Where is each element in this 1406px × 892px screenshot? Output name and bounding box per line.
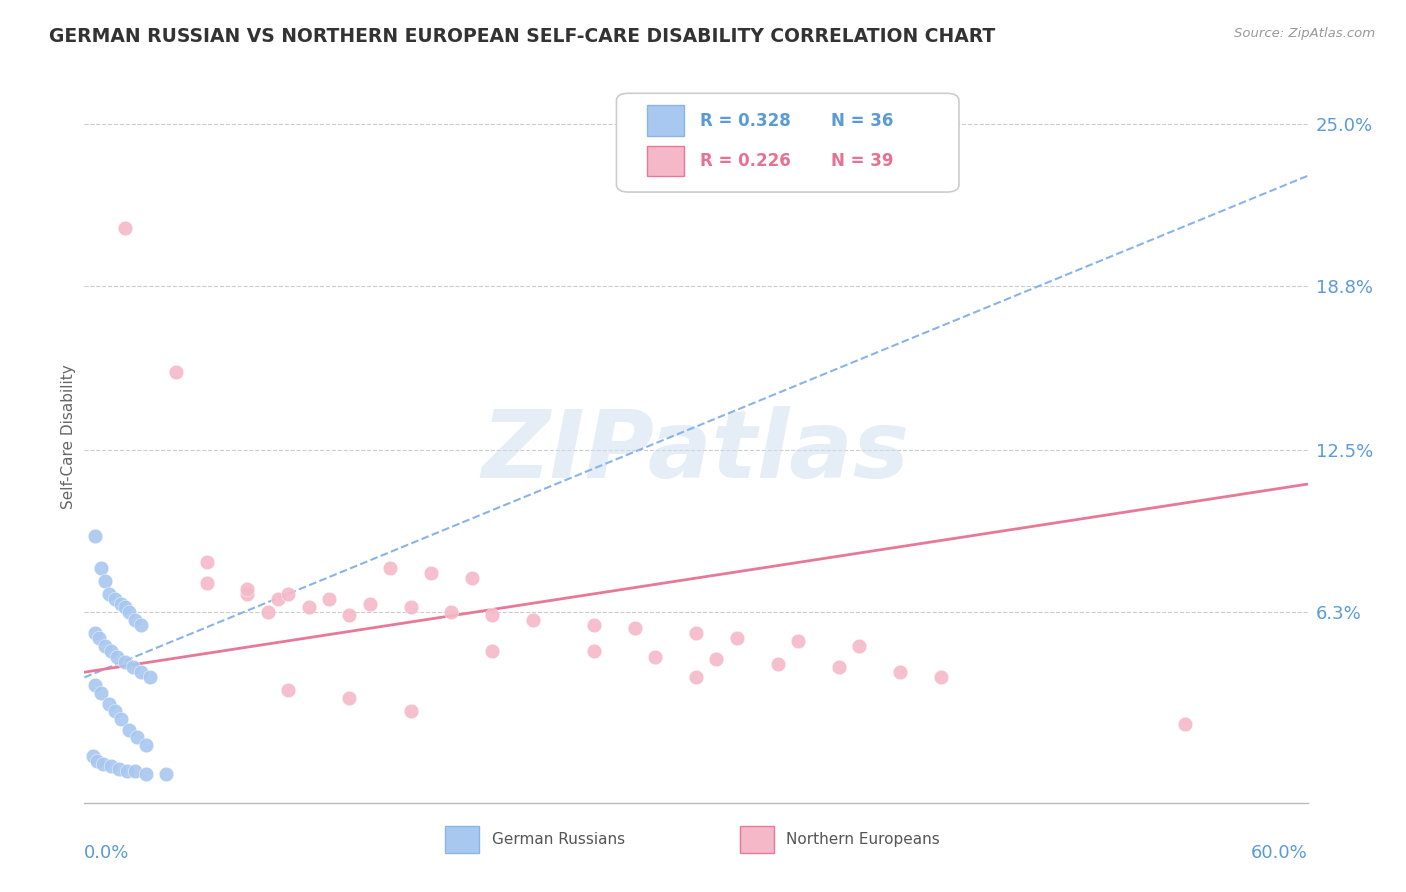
Point bbox=[165, 365, 187, 379]
Point bbox=[105, 649, 128, 664]
Point bbox=[83, 626, 105, 640]
Point bbox=[195, 556, 218, 570]
Point bbox=[889, 665, 911, 680]
Point bbox=[90, 686, 112, 700]
Point bbox=[787, 633, 810, 648]
Text: N = 36: N = 36 bbox=[831, 112, 893, 129]
Text: 0.0%: 0.0% bbox=[84, 844, 129, 862]
FancyBboxPatch shape bbox=[616, 94, 959, 192]
Point bbox=[115, 764, 138, 779]
Text: R = 0.328: R = 0.328 bbox=[700, 112, 790, 129]
Point bbox=[135, 739, 157, 753]
Point bbox=[440, 605, 463, 619]
Point bbox=[93, 639, 115, 653]
Point bbox=[155, 767, 177, 781]
Point bbox=[644, 649, 666, 664]
Point bbox=[108, 762, 131, 776]
Point bbox=[104, 592, 127, 607]
Point bbox=[110, 597, 132, 611]
Point bbox=[86, 754, 108, 768]
Point bbox=[93, 574, 115, 588]
Point bbox=[685, 670, 707, 684]
Point bbox=[828, 660, 851, 674]
Point bbox=[114, 655, 136, 669]
Point bbox=[100, 644, 122, 658]
Bar bbox=[647, 145, 683, 177]
Bar bbox=[647, 105, 683, 136]
Point bbox=[138, 670, 160, 684]
Point bbox=[267, 592, 290, 607]
Point bbox=[583, 644, 606, 658]
Point bbox=[298, 599, 321, 614]
Point bbox=[131, 665, 153, 680]
Point bbox=[359, 597, 381, 611]
Point bbox=[380, 560, 402, 574]
Point bbox=[83, 529, 105, 543]
Point bbox=[929, 670, 952, 684]
Point bbox=[114, 599, 136, 614]
Bar bbox=[740, 826, 775, 853]
Text: R = 0.226: R = 0.226 bbox=[700, 152, 790, 170]
Point bbox=[83, 678, 105, 692]
Point bbox=[725, 632, 748, 646]
Point bbox=[124, 613, 146, 627]
Point bbox=[257, 605, 280, 619]
Text: ZIPatlas: ZIPatlas bbox=[482, 406, 910, 498]
Text: German Russians: German Russians bbox=[492, 832, 624, 847]
Point bbox=[110, 712, 132, 726]
Point bbox=[82, 748, 104, 763]
Point bbox=[461, 571, 484, 585]
Point bbox=[87, 632, 110, 646]
Point bbox=[97, 587, 120, 601]
Point bbox=[124, 764, 146, 779]
Point bbox=[118, 723, 141, 737]
Point bbox=[118, 605, 141, 619]
Point bbox=[1174, 717, 1197, 731]
Point bbox=[104, 705, 127, 719]
Point bbox=[399, 599, 422, 614]
Point bbox=[522, 613, 544, 627]
Point bbox=[277, 683, 299, 698]
Text: Source: ZipAtlas.com: Source: ZipAtlas.com bbox=[1234, 27, 1375, 40]
Point bbox=[706, 652, 728, 666]
Point bbox=[339, 691, 361, 706]
Point bbox=[195, 576, 218, 591]
Text: 60.0%: 60.0% bbox=[1251, 844, 1308, 862]
Point bbox=[481, 644, 503, 658]
Point bbox=[135, 767, 157, 781]
Text: N = 39: N = 39 bbox=[831, 152, 893, 170]
Point bbox=[848, 639, 870, 653]
Point bbox=[122, 660, 145, 674]
Point bbox=[481, 607, 503, 622]
Point bbox=[90, 560, 112, 574]
Point bbox=[277, 587, 299, 601]
Point bbox=[766, 657, 789, 672]
Point bbox=[100, 759, 122, 773]
Point bbox=[624, 621, 647, 635]
Y-axis label: Self-Care Disability: Self-Care Disability bbox=[60, 365, 76, 509]
Point bbox=[685, 626, 707, 640]
Point bbox=[236, 587, 259, 601]
Point bbox=[236, 582, 259, 596]
Point bbox=[127, 731, 149, 745]
Point bbox=[583, 618, 606, 632]
Point bbox=[114, 221, 136, 235]
Point bbox=[420, 566, 443, 580]
Point bbox=[318, 592, 340, 607]
Text: Northern Europeans: Northern Europeans bbox=[786, 832, 941, 847]
Bar bbox=[446, 826, 479, 853]
Text: GERMAN RUSSIAN VS NORTHERN EUROPEAN SELF-CARE DISABILITY CORRELATION CHART: GERMAN RUSSIAN VS NORTHERN EUROPEAN SELF… bbox=[49, 27, 995, 45]
Point bbox=[91, 756, 114, 771]
Point bbox=[339, 607, 361, 622]
Point bbox=[97, 697, 120, 711]
Point bbox=[399, 705, 422, 719]
Point bbox=[131, 618, 153, 632]
